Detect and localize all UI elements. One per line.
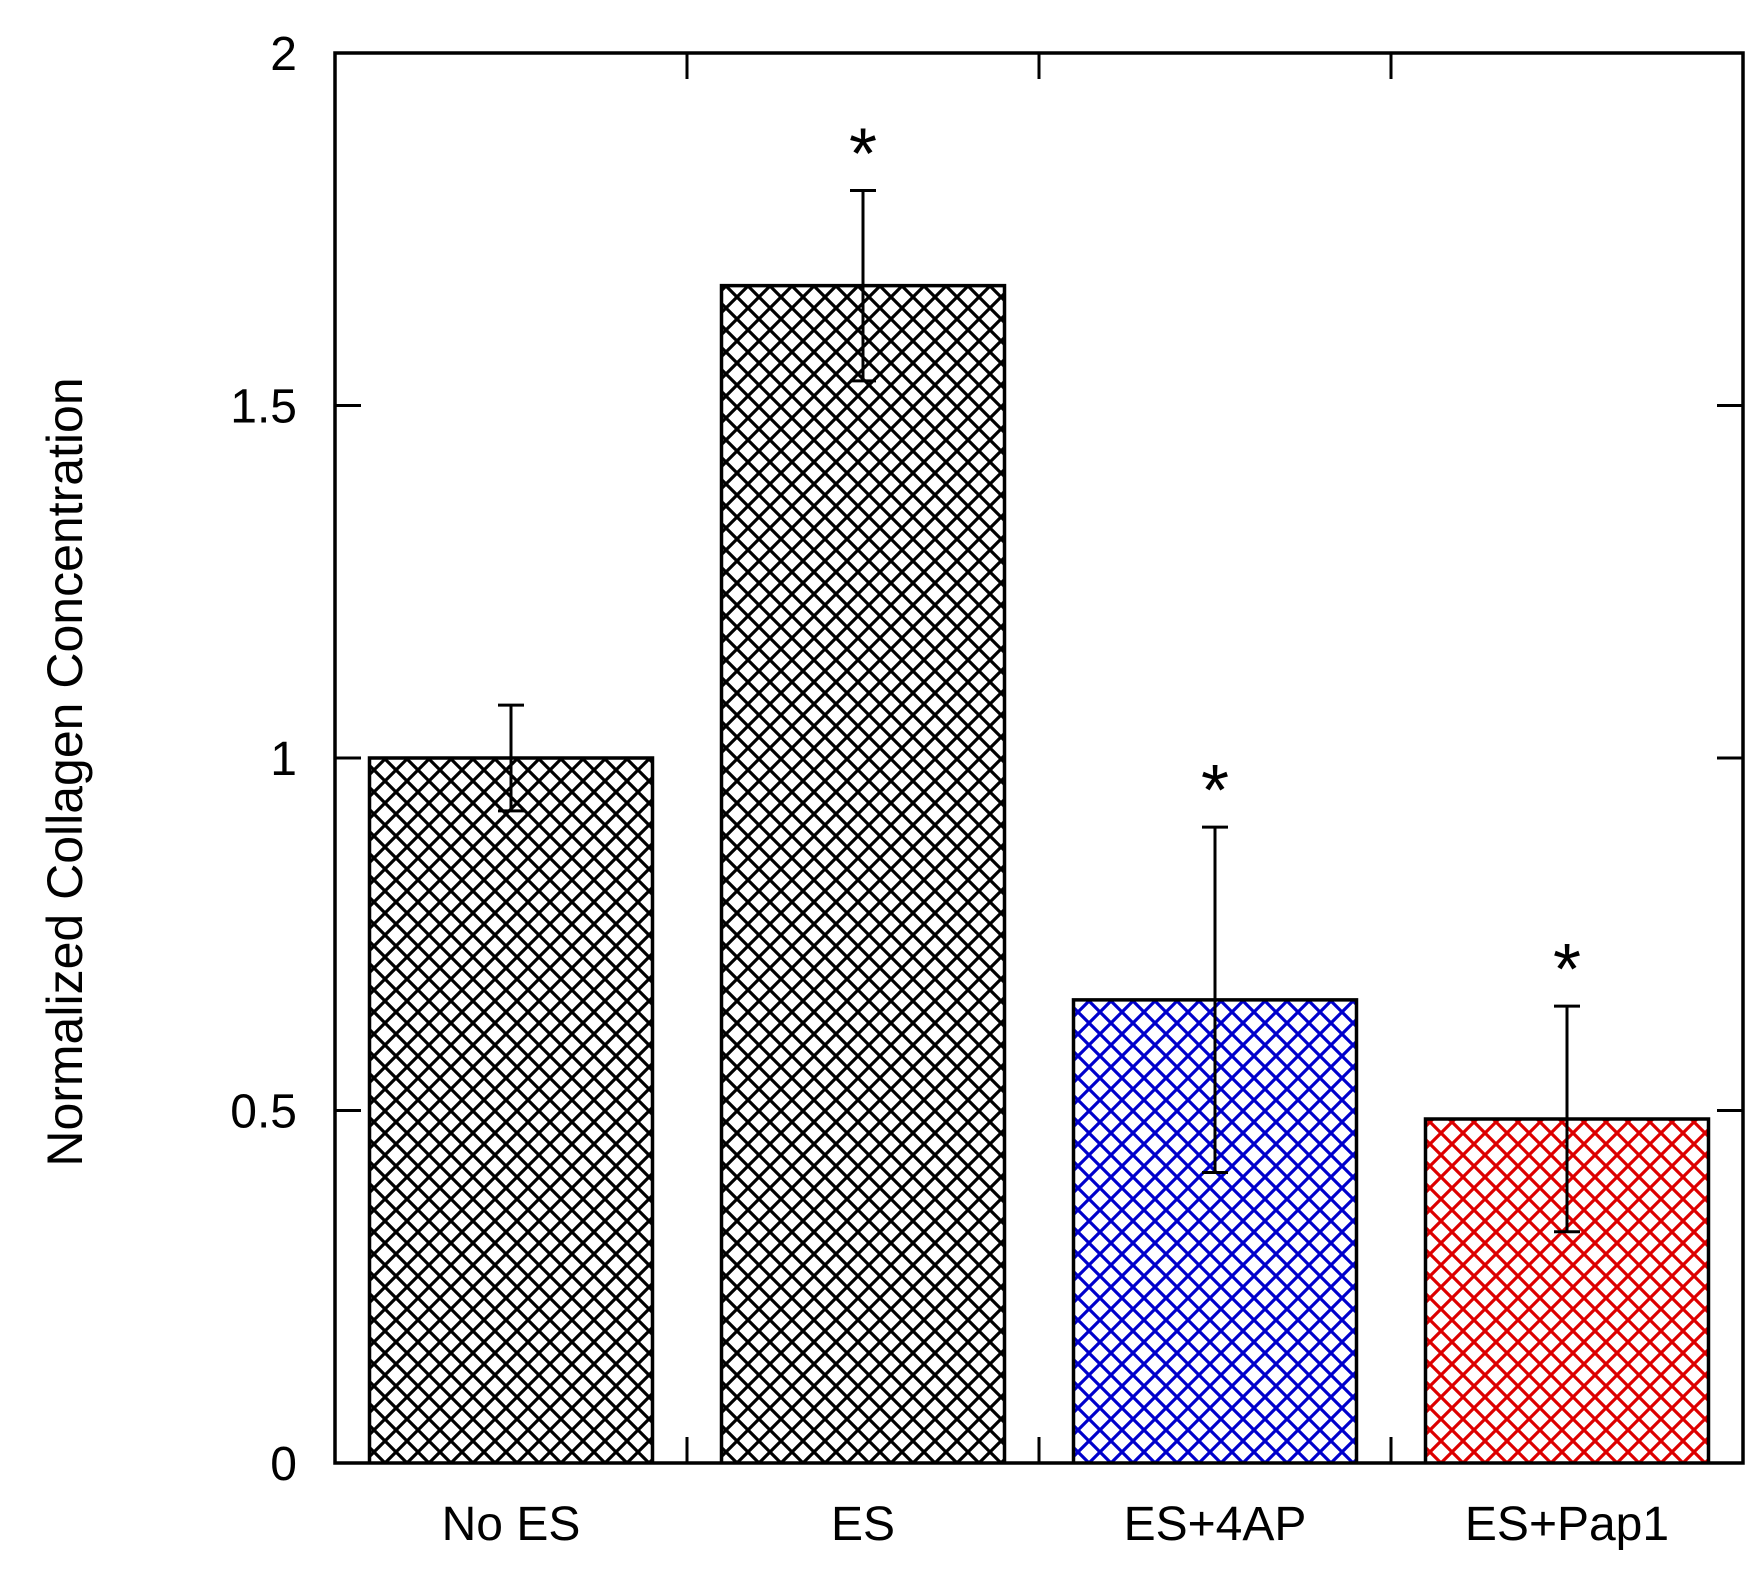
y-tick-label-3: 1.5 [230, 381, 297, 434]
error-bars-layer [498, 188, 1580, 1234]
y-tick-label-1: 0.5 [230, 1086, 297, 1139]
x-category-label-2: ES+4AP [1124, 1498, 1307, 1551]
bar-fill-0 [369, 758, 653, 1463]
significance-marker-3: * [1553, 930, 1581, 1010]
error-bar-3 [1554, 1004, 1580, 1234]
axis-ticks [335, 51, 1743, 1465]
y-tick-label-2: 1 [270, 733, 297, 786]
y-tick-label-0: 0 [270, 1438, 297, 1491]
axis-labels: 0 0.5 1 1.5 2 No ES ES ES+4AP ES+Pap1 [230, 28, 1669, 1551]
significance-markers: * * * [849, 114, 1581, 1010]
x-category-label-0: No ES [442, 1498, 581, 1551]
error-bar-2 [1202, 825, 1228, 1175]
bar-fill-1 [721, 285, 1005, 1463]
significance-marker-1: * [849, 114, 877, 194]
x-category-label-1: ES [831, 1498, 895, 1551]
significance-marker-2: * [1201, 751, 1229, 831]
y-tick-label-4: 2 [270, 28, 297, 81]
y-axis-title: Normalized Collagen Concentration [37, 377, 93, 1166]
error-bar-1 [850, 188, 876, 383]
x-category-label-3: ES+Pap1 [1465, 1498, 1669, 1551]
bars-layer [367, 283, 1711, 1463]
error-bar-0 [498, 703, 524, 813]
